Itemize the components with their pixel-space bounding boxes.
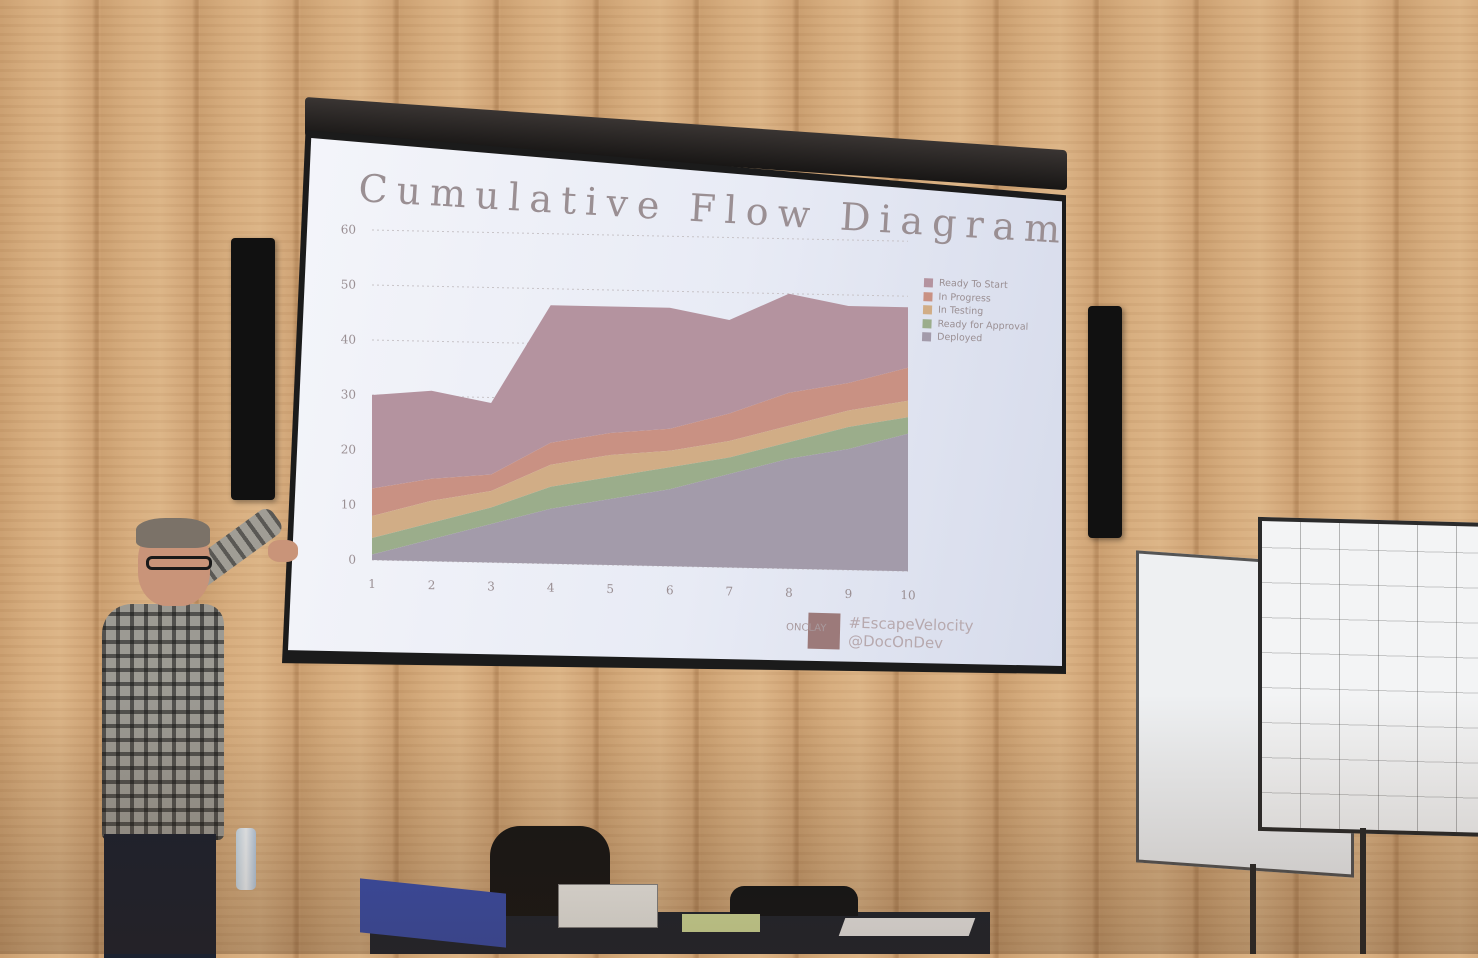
- cumulative-flow-chart: 0 10 20 30 40 50 60 1 2 3 4 5 6 7 8 9 10: [341, 222, 916, 602]
- area-series-ready-to-start: [372, 293, 908, 489]
- floor-shadow: [0, 694, 1478, 954]
- water-bottle: [236, 828, 256, 890]
- x-tick-label: 9: [845, 587, 853, 601]
- chart-legend: Ready To Start In Progress In Testing Ready…: [921, 276, 1030, 347]
- sticky-notes: [682, 914, 760, 932]
- footer-logo: ONCLAY: [786, 612, 841, 650]
- legend-label: Deployed: [936, 331, 983, 345]
- flipchart-leg: [1360, 828, 1366, 954]
- legend-label: In Testing: [937, 304, 984, 318]
- legend-swatch: [921, 332, 932, 342]
- white-box: [558, 884, 658, 928]
- x-tick-label: 6: [666, 583, 674, 597]
- x-tick-label: 3: [487, 579, 495, 593]
- y-tick-label: 60: [341, 222, 356, 236]
- wall-speaker-left: [231, 238, 275, 500]
- legend-swatch: [923, 291, 933, 302]
- y-tick-label: 30: [341, 387, 356, 401]
- y-tick-label: 20: [341, 442, 356, 456]
- legend-swatch: [923, 278, 934, 288]
- legend-label: In Progress: [938, 291, 992, 305]
- gridline: [372, 284, 908, 297]
- area-series-deployed: [372, 433, 908, 572]
- flipchart-leg: [1250, 864, 1256, 954]
- legend-swatch: [922, 318, 932, 329]
- x-tick-label: 4: [547, 581, 555, 595]
- footer-logo-text: ONCLAY: [785, 622, 827, 635]
- legend-label: Ready To Start: [938, 277, 1008, 292]
- presenter: [96, 505, 298, 958]
- presenter-glasses: [146, 556, 212, 570]
- x-tick-label: 5: [606, 582, 614, 596]
- wall-speaker-right: [1088, 306, 1122, 538]
- x-tick-label: 8: [785, 586, 793, 600]
- y-tick-label: 10: [341, 497, 356, 511]
- presenter-shirt: [102, 604, 224, 840]
- presenter-trousers: [104, 834, 216, 958]
- presentation-slide: Cumulative Flow Diagram 0 10 20 30 40 50 60 1 2 3…: [288, 138, 1062, 666]
- x-tick-label: 10: [900, 588, 915, 602]
- footer-hashtag-text: #EscapeVelocity @DocOnDev: [847, 613, 974, 653]
- area-series-ready-for-approval: [372, 417, 908, 555]
- presenter-hand: [268, 540, 298, 562]
- presenter-hair: [136, 518, 210, 548]
- x-tick-label: 7: [726, 584, 734, 598]
- chair-back: [730, 886, 858, 916]
- legend-swatch: [922, 305, 933, 315]
- x-tick-label: 2: [428, 578, 436, 592]
- area-series-in-testing: [372, 400, 908, 538]
- y-tick-label: 40: [341, 332, 356, 346]
- slide-footer: ONCLAY #EscapeVelocity @DocOnDev: [786, 612, 1062, 656]
- y-tick-label: 50: [341, 277, 356, 291]
- gridline: [372, 229, 908, 242]
- chart-plot: 0 10 20 30 40 50 60 1 2 3 4 5 6 7 8 9 10: [341, 222, 916, 602]
- y-tick-label: 0: [348, 553, 356, 567]
- x-tick-label: 1: [368, 577, 376, 591]
- area-series-in-progress: [372, 367, 908, 516]
